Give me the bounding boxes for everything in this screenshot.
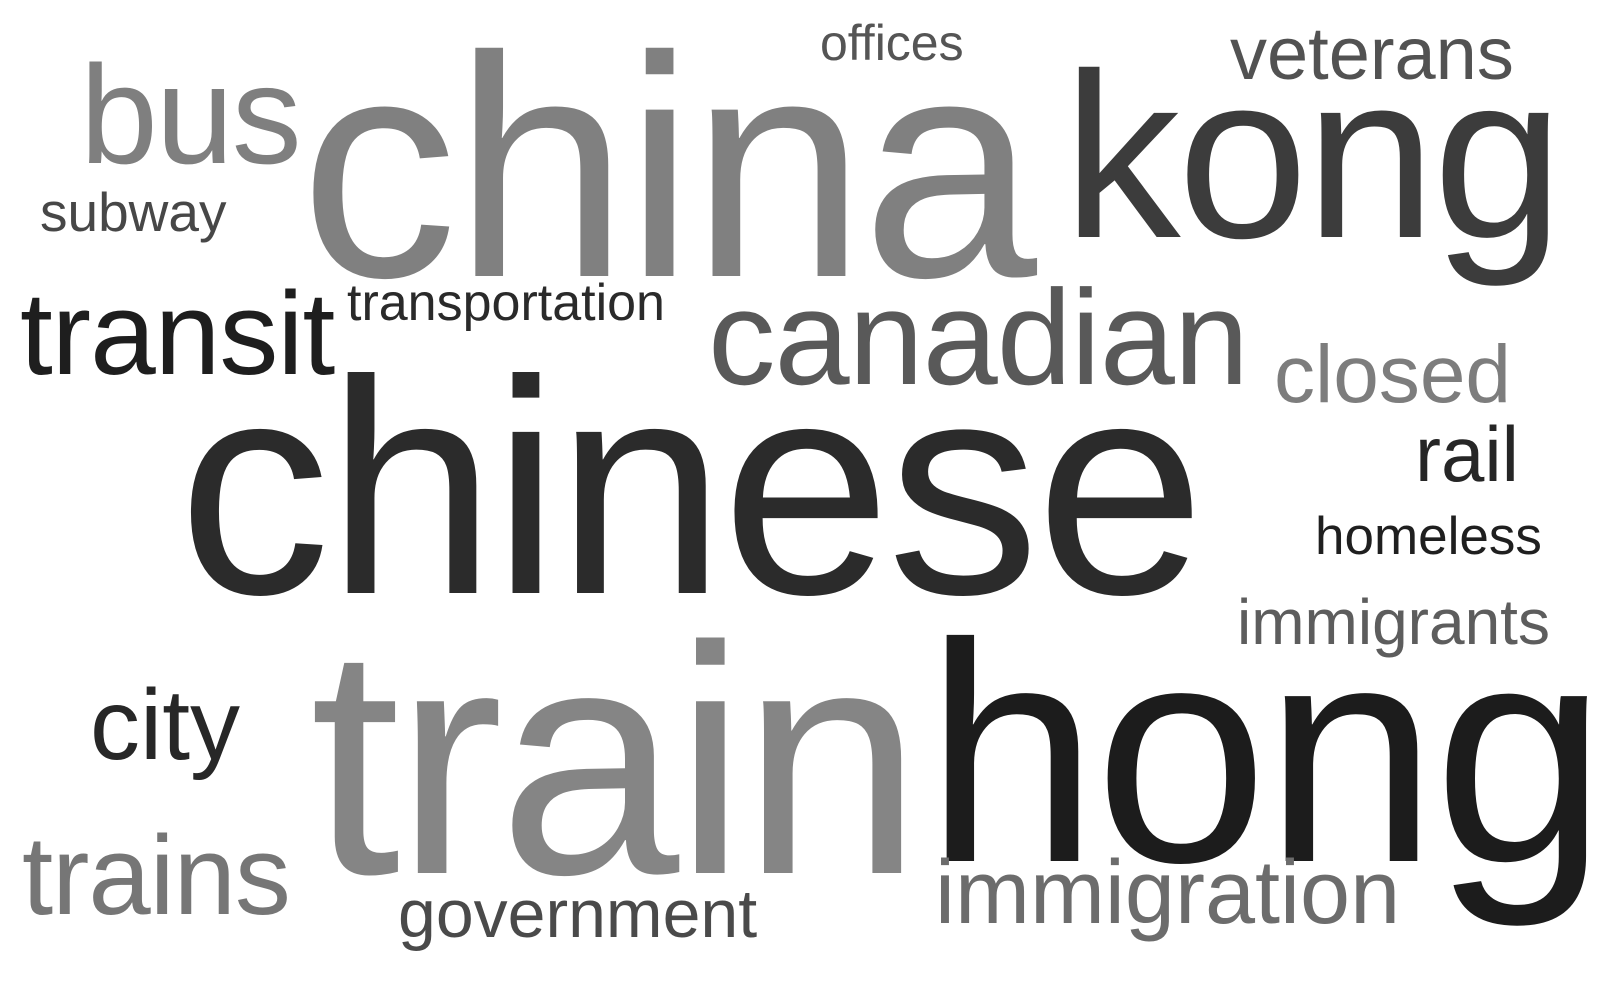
word-subway: subway [40,181,227,243]
word-bus: bus [80,36,302,193]
word-veterans: veterans [1230,12,1514,95]
word-transit: transit [20,268,335,400]
word-offices: offices [820,15,964,71]
word-government: government [398,876,758,952]
word-china: china [300,0,1037,343]
word-immigrants: immigrants [1237,586,1550,658]
word-city: city [90,669,240,781]
word-canadian: canadian [708,262,1249,413]
word-immigration: immigration [935,843,1401,943]
word-hong: hong [925,580,1600,928]
word-rail: rail [1415,410,1520,498]
word-chinese: chinese [178,317,1205,658]
word-transportation: transportation [347,274,665,332]
word-kong: kong [1063,24,1564,287]
word-train: train [310,579,922,942]
word-homeless: homeless [1315,507,1542,566]
word-closed: closed [1274,329,1512,420]
word-trains: trains [22,813,291,938]
